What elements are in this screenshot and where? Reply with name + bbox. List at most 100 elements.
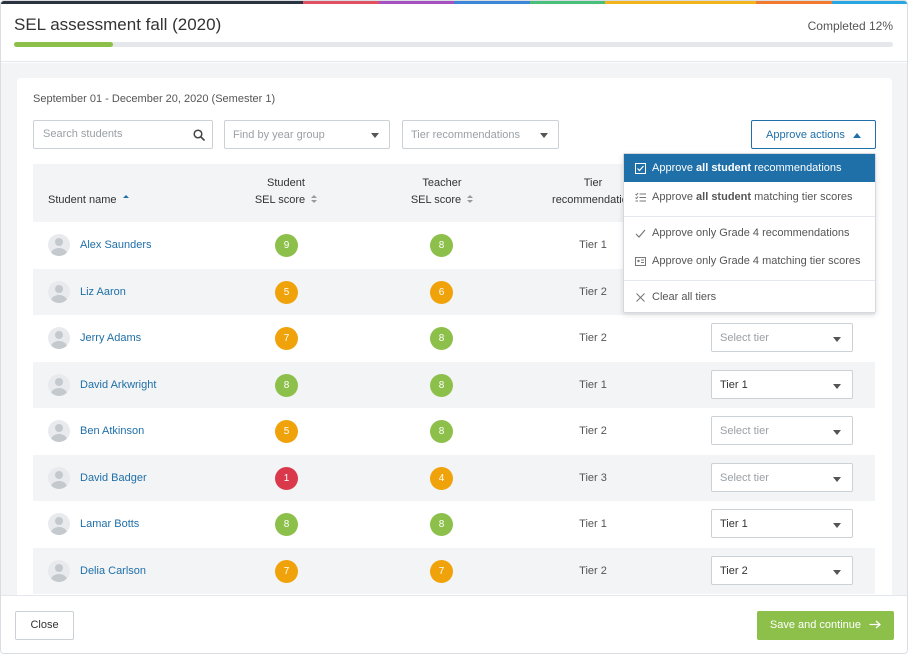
tier-recommendation: Tier 1 — [579, 239, 607, 251]
menu-item-label: Approve only Grade 4 matching tier score… — [652, 255, 861, 267]
approve-actions-label: Approve actions — [766, 129, 845, 141]
student-name-link[interactable]: Delia Carlson — [80, 564, 147, 577]
teacher-sel-score-badge: 8 — [430, 234, 453, 257]
chevron-down-icon — [540, 133, 548, 138]
teacher-sel-score-badge: 4 — [430, 466, 453, 490]
column-teacher-sel[interactable]: Teacher SEL score — [402, 175, 482, 209]
color-strip-segment — [76, 1, 152, 4]
id-card-icon — [635, 257, 646, 266]
student-sel-score-badge: 7 — [275, 559, 298, 583]
tier-select[interactable]: Tier 1 — [711, 509, 853, 538]
menu-item-label: Approve all student matching tier scores — [652, 191, 853, 203]
menu-divider — [624, 280, 875, 281]
color-strip-segment — [454, 1, 530, 4]
progress-bar — [14, 42, 893, 47]
column-label: Tier — [583, 177, 603, 189]
student-name-link[interactable]: Ben Atkinson — [80, 425, 145, 437]
avatar — [48, 559, 70, 582]
tier-select-value: Tier 2 — [720, 564, 748, 577]
avatar — [48, 327, 70, 349]
header: SEL assessment fall (2020) Completed 12% — [1, 4, 907, 62]
column-label: Teacher — [422, 177, 462, 189]
student-name-link[interactable]: Jerry Adams — [80, 332, 142, 344]
table-row: David Badger 1 4 Tier 3 Select tier — [33, 454, 875, 501]
color-strip-segment — [378, 1, 454, 4]
student-sel-score-badge: 1 — [275, 466, 298, 490]
tier-select-value: Tier 1 — [720, 518, 748, 530]
tier-select-value: Tier 1 — [720, 378, 748, 391]
completion-status: Completed 12% — [807, 19, 893, 33]
menu-item-approve-all-recommendations[interactable]: Approve all student recommendations — [624, 154, 875, 182]
chevron-down-icon — [833, 523, 841, 528]
avatar — [48, 234, 70, 256]
menu-item-label: Approve all student recommendations — [652, 162, 842, 174]
column-student-sel[interactable]: Student SEL score — [246, 175, 326, 209]
tier-recommendation: Tier 1 — [579, 518, 607, 530]
table-row: Ben Atkinson 5 8 Tier 2 Select tier — [33, 408, 875, 455]
column-label: SEL score — [254, 194, 306, 206]
year-group-label: Find by year group — [233, 129, 325, 141]
save-label: Save and continue — [769, 619, 862, 631]
color-strip-segment — [529, 1, 605, 4]
column-label: Student — [267, 177, 305, 189]
approve-actions-button[interactable]: Approve actions — [751, 120, 876, 149]
chevron-down-icon — [833, 337, 841, 342]
year-group-dropdown[interactable]: Find by year group — [224, 120, 390, 149]
avatar — [48, 420, 70, 442]
avatar — [48, 280, 70, 303]
tier-recommendations-dropdown[interactable]: Tier recommendations — [402, 120, 559, 149]
footer: Close Save and continue — [1, 595, 907, 653]
student-sel-score-badge: 8 — [275, 373, 298, 397]
student-sel-score-badge: 8 — [275, 513, 298, 536]
assessment-card: September 01 - December 20, 2020 (Semest… — [17, 78, 892, 595]
student-name-link[interactable]: Liz Aaron — [80, 285, 126, 298]
student-name-link[interactable]: David Badger — [80, 471, 147, 484]
menu-item-approve-grade4-recommendations[interactable]: Approve only Grade 4 recommendations — [624, 219, 875, 247]
student-sel-score-badge: 5 — [275, 420, 298, 443]
teacher-sel-score-badge: 8 — [430, 327, 453, 350]
column-label: SEL score — [410, 194, 462, 206]
approve-actions-menu: Approve all student recommendations Appr… — [623, 153, 876, 313]
student-sel-score-badge: 9 — [275, 234, 298, 257]
menu-item-approve-grade4-matching[interactable]: Approve only Grade 4 matching tier score… — [624, 247, 875, 275]
chevron-down-icon — [833, 383, 841, 389]
tier-select[interactable]: Select tier — [711, 416, 853, 445]
save-and-continue-button[interactable]: Save and continue — [757, 611, 894, 640]
date-range: September 01 - December 20, 2020 (Semest… — [33, 93, 276, 105]
close-button[interactable]: Close — [15, 611, 74, 640]
tier-select[interactable]: Select tier — [711, 462, 853, 492]
column-student-name[interactable]: Student name — [48, 192, 129, 209]
student-name-link[interactable]: Alex Saunders — [80, 239, 152, 251]
menu-item-approve-all-matching[interactable]: Approve all student matching tier scores — [624, 183, 875, 211]
menu-divider — [624, 216, 875, 217]
chevron-down-icon — [833, 569, 841, 575]
sort-asc-icon — [122, 195, 129, 204]
color-strip-segment — [756, 1, 832, 4]
top-color-strip — [1, 1, 907, 4]
avatar — [48, 513, 70, 535]
student-name-link[interactable]: David Arkwright — [80, 378, 157, 391]
tier-select[interactable]: Tier 2 — [711, 555, 853, 585]
search-input[interactable] — [43, 128, 183, 140]
student-name-link[interactable]: Lamar Botts — [80, 518, 140, 530]
tier-select[interactable]: Tier 1 — [711, 369, 853, 399]
teacher-sel-score-badge: 6 — [430, 280, 453, 304]
checkbox-icon — [635, 163, 646, 174]
color-strip-segment — [605, 1, 681, 4]
teacher-sel-score-badge: 8 — [430, 513, 453, 536]
tier-recommendations-label: Tier recommendations — [411, 129, 521, 141]
color-strip-segment — [152, 1, 228, 4]
menu-item-clear-all-tiers[interactable]: Clear all tiers — [624, 283, 875, 311]
table-row: Lamar Botts 8 8 Tier 1 Tier 1 — [33, 501, 875, 548]
color-strip-segment — [303, 1, 379, 4]
tier-recommendation: Tier 1 — [579, 378, 607, 391]
menu-item-label: Approve only Grade 4 recommendations — [652, 227, 850, 239]
search-box[interactable] — [33, 120, 213, 149]
chevron-up-icon — [853, 133, 861, 138]
color-strip-segment — [680, 1, 756, 4]
teacher-sel-score-badge: 7 — [430, 559, 453, 583]
table-row: David Arkwright 8 8 Tier 1 Tier 1 — [33, 361, 875, 408]
tier-select[interactable]: Select tier — [711, 323, 853, 352]
search-icon[interactable] — [193, 129, 205, 141]
avatar — [48, 373, 70, 396]
